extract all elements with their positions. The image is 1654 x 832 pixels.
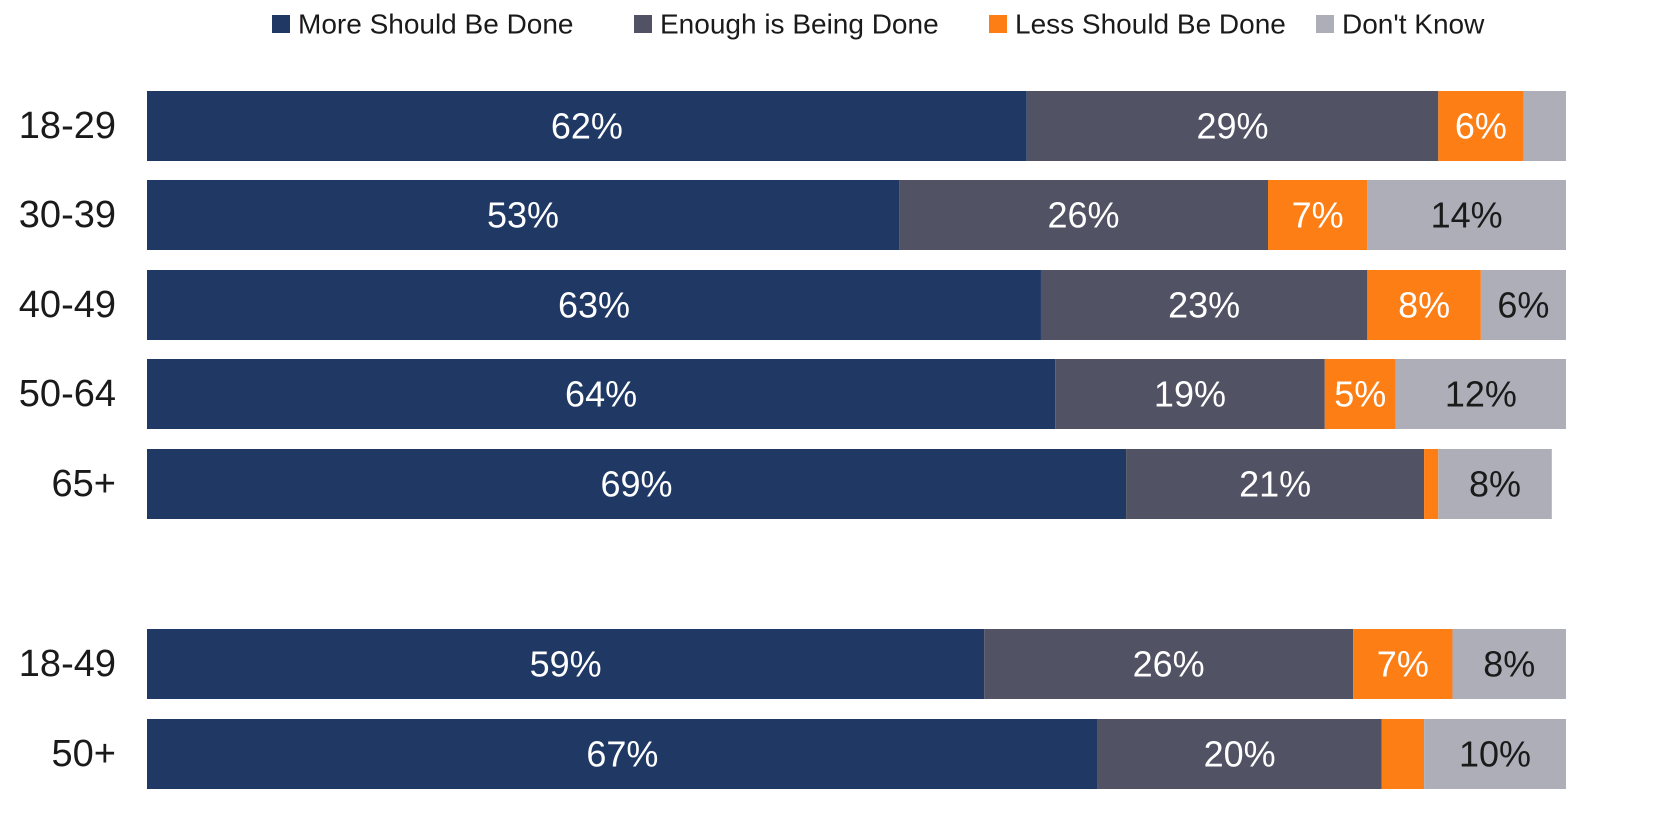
bar-segment-enough-is-being-done	[899, 180, 1269, 250]
bar-segment-more-should-be-done	[147, 359, 1056, 429]
bar-segment-don-t-know	[1438, 449, 1552, 519]
legend-label: Enough is Being Done	[660, 9, 939, 40]
bar-segment-more-should-be-done	[147, 270, 1041, 340]
bar-segment-enough-is-being-done	[1055, 359, 1325, 429]
bar-segment-don-t-know	[1452, 629, 1566, 699]
data-label: 12%	[1445, 374, 1517, 415]
bar-row-65: 65+ 69% 21% 8%	[52, 449, 1552, 519]
legend-item-more-should-be-done: More Should Be Done	[272, 9, 574, 40]
bar-segment-don-t-know	[1367, 180, 1566, 250]
bar-segment-don-t-know	[1523, 91, 1566, 161]
legend-label: Less Should Be Done	[1015, 9, 1286, 40]
data-label: 21%	[1239, 464, 1311, 505]
bar-segment-less-should-be-done	[1381, 719, 1425, 789]
bar-row-40-49: 40-49 63% 23% 8% 6%	[19, 270, 1566, 340]
bar-segment-enough-is-being-done	[1026, 91, 1439, 161]
bar-segment-less-should-be-done	[1367, 270, 1481, 340]
bar-segment-less-should-be-done	[1324, 359, 1396, 429]
data-label: 8%	[1483, 644, 1535, 685]
legend-item-less-should-be-done: Less Should Be Done	[989, 9, 1286, 40]
data-label: 26%	[1048, 195, 1120, 236]
category-label: 65+	[52, 463, 116, 505]
data-label: 7%	[1377, 644, 1429, 685]
bar-segment-don-t-know	[1480, 270, 1566, 340]
bar-segment-more-should-be-done	[147, 449, 1127, 519]
category-label: 18-49	[19, 643, 116, 685]
bar-segment-don-t-know	[1395, 359, 1566, 429]
bar-row-30-39: 30-39 53% 26% 7% 14%	[19, 180, 1566, 250]
bar-segment-less-should-be-done	[1353, 629, 1453, 699]
bars: 18-29 62% 29% 6% 30-39 53% 26% 7% 14% 40-49 63% 23%…	[19, 91, 1566, 789]
bar-segment-more-should-be-done	[147, 629, 985, 699]
data-label: 8%	[1469, 464, 1521, 505]
category-label: 50-64	[19, 373, 116, 415]
bar-row-50-64: 50-64 64% 19% 5% 12%	[19, 359, 1566, 429]
data-label: 14%	[1431, 195, 1503, 236]
bar-row-18-29: 18-29 62% 29% 6%	[19, 91, 1566, 161]
category-label: 18-29	[19, 105, 116, 147]
bar-segment-more-should-be-done	[147, 91, 1027, 161]
legend-swatch	[989, 15, 1007, 33]
data-label: 5%	[1334, 374, 1386, 415]
data-label: 8%	[1398, 285, 1450, 326]
bar-segment-enough-is-being-done	[1097, 719, 1382, 789]
legend-label: Don't Know	[1342, 9, 1485, 40]
legend-swatch	[1316, 15, 1334, 33]
legend: More Should Be Done Enough is Being Done L…	[272, 9, 1485, 40]
bar-segment-less-should-be-done	[1438, 91, 1524, 161]
data-label: 53%	[487, 195, 559, 236]
legend-swatch	[634, 15, 652, 33]
bar-row-50: 50+ 67% 20% 10%	[52, 719, 1566, 789]
bar-row-18-49: 18-49 59% 26% 7% 8%	[19, 629, 1566, 699]
data-label: 26%	[1133, 644, 1205, 685]
bar-segment-enough-is-being-done	[1040, 270, 1368, 340]
legend-swatch	[272, 15, 290, 33]
data-label: 20%	[1204, 734, 1276, 775]
data-label: 62%	[551, 106, 623, 147]
category-label: 30-39	[19, 194, 116, 236]
bar-segment-enough-is-being-done	[1126, 449, 1425, 519]
bar-segment-less-should-be-done	[1424, 449, 1439, 519]
data-label: 10%	[1459, 734, 1531, 775]
data-label: 59%	[530, 644, 602, 685]
legend-item-don-t-know: Don't Know	[1316, 9, 1485, 40]
bar-segment-more-should-be-done	[147, 180, 900, 250]
data-label: 6%	[1455, 106, 1507, 147]
category-label: 50+	[52, 733, 116, 775]
data-label: 67%	[586, 734, 658, 775]
data-label: 23%	[1168, 285, 1240, 326]
bar-segment-less-should-be-done	[1268, 180, 1368, 250]
legend-label: More Should Be Done	[298, 9, 574, 40]
data-label: 19%	[1154, 374, 1226, 415]
bar-segment-more-should-be-done	[147, 719, 1098, 789]
bar-segment-enough-is-being-done	[984, 629, 1354, 699]
data-label: 63%	[558, 285, 630, 326]
data-label: 64%	[565, 374, 637, 415]
data-label: 7%	[1292, 195, 1344, 236]
data-label: 69%	[601, 464, 673, 505]
category-label: 40-49	[19, 284, 116, 326]
data-label: 6%	[1497, 285, 1549, 326]
legend-item-enough-is-being-done: Enough is Being Done	[634, 9, 939, 40]
bar-segment-don-t-know	[1424, 719, 1566, 789]
data-label: 29%	[1197, 106, 1269, 147]
